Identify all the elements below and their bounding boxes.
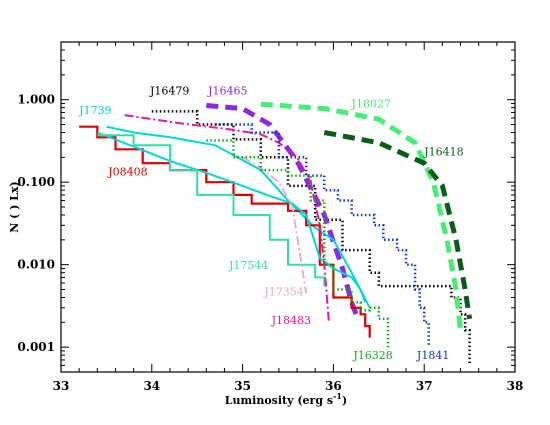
y-axis-title: N ( ) Lx) <box>8 181 21 232</box>
series-line-j16479 <box>151 110 471 366</box>
series-label-j1739: J1739 <box>78 104 111 117</box>
series-line-j18027 <box>260 101 463 331</box>
y-tick-label: 1.000 <box>17 93 55 107</box>
series-label-j1841: J1841 <box>416 349 449 362</box>
y-tick-label: 0.100 <box>17 175 55 189</box>
series-label-j18483: J18483 <box>271 314 311 327</box>
x-tick-label: 35 <box>234 379 251 393</box>
series-label-j16418: J16418 <box>423 146 463 159</box>
series-label-j17354: J17354 <box>263 286 303 299</box>
series-label-layer: J16479 J16465 J18027 J16418 J1739 J08408 J1754… <box>78 85 463 362</box>
series-label-j17544: J17544 <box>228 259 268 272</box>
x-tick-label: 33 <box>53 379 70 393</box>
series-label-j16328: J16328 <box>352 349 392 362</box>
series-label-j16479: J16479 <box>149 85 189 98</box>
x-axis-title: Luminosity (erg s-1) <box>225 391 347 407</box>
series-line-j18483 <box>124 114 330 323</box>
x-tick-label: 34 <box>143 379 160 393</box>
series-label-j08408: J08408 <box>107 166 147 179</box>
x-tick-label: 36 <box>325 379 342 393</box>
y-tick-label: 0.010 <box>17 258 55 272</box>
series-line-j1739 <box>106 125 371 309</box>
x-tick-label: 37 <box>416 379 433 393</box>
tick-layer: 33 34 35 36 37 38 0.001 0.010 0.100 1.000 <box>17 41 524 393</box>
series-layer <box>79 101 473 366</box>
series-label-j16465: J16465 <box>207 85 247 98</box>
series-line-j17354 <box>242 156 308 294</box>
x-tick-label: 38 <box>507 379 524 393</box>
series-label-j18027: J18027 <box>351 98 391 111</box>
y-tick-label: 0.001 <box>17 340 55 354</box>
series-line-j16465 <box>206 103 359 316</box>
series-line-j16418 <box>323 130 473 320</box>
series-line-j17544 <box>97 134 326 287</box>
